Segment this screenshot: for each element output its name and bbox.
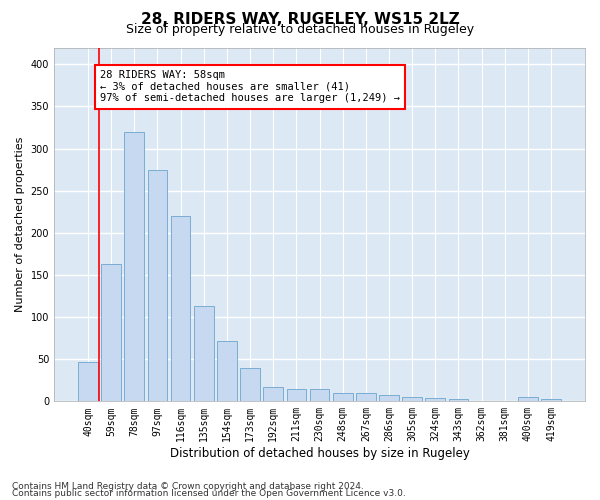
Bar	[425, 398, 445, 402]
Bar	[541, 399, 561, 402]
Bar	[356, 393, 376, 402]
Y-axis label: Number of detached properties: Number of detached properties	[15, 136, 25, 312]
Bar	[402, 397, 422, 402]
Text: Contains HM Land Registry data © Crown copyright and database right 2024.: Contains HM Land Registry data © Crown c…	[12, 482, 364, 491]
Bar	[310, 388, 329, 402]
Bar	[287, 388, 306, 402]
Text: 28 RIDERS WAY: 58sqm
← 3% of detached houses are smaller (41)
97% of semi-detach: 28 RIDERS WAY: 58sqm ← 3% of detached ho…	[100, 70, 400, 103]
Bar	[124, 132, 144, 402]
Bar	[217, 340, 237, 402]
Bar	[449, 399, 468, 402]
Bar	[263, 387, 283, 402]
Bar	[101, 264, 121, 402]
Bar	[78, 362, 98, 402]
Bar	[333, 393, 353, 402]
Bar	[171, 216, 190, 402]
Text: Size of property relative to detached houses in Rugeley: Size of property relative to detached ho…	[126, 22, 474, 36]
Bar	[379, 396, 399, 402]
Bar	[518, 397, 538, 402]
Text: 28, RIDERS WAY, RUGELEY, WS15 2LZ: 28, RIDERS WAY, RUGELEY, WS15 2LZ	[140, 12, 460, 28]
Text: Contains public sector information licensed under the Open Government Licence v3: Contains public sector information licen…	[12, 489, 406, 498]
X-axis label: Distribution of detached houses by size in Rugeley: Distribution of detached houses by size …	[170, 447, 469, 460]
Bar	[240, 368, 260, 402]
Bar	[148, 170, 167, 402]
Bar	[194, 306, 214, 402]
